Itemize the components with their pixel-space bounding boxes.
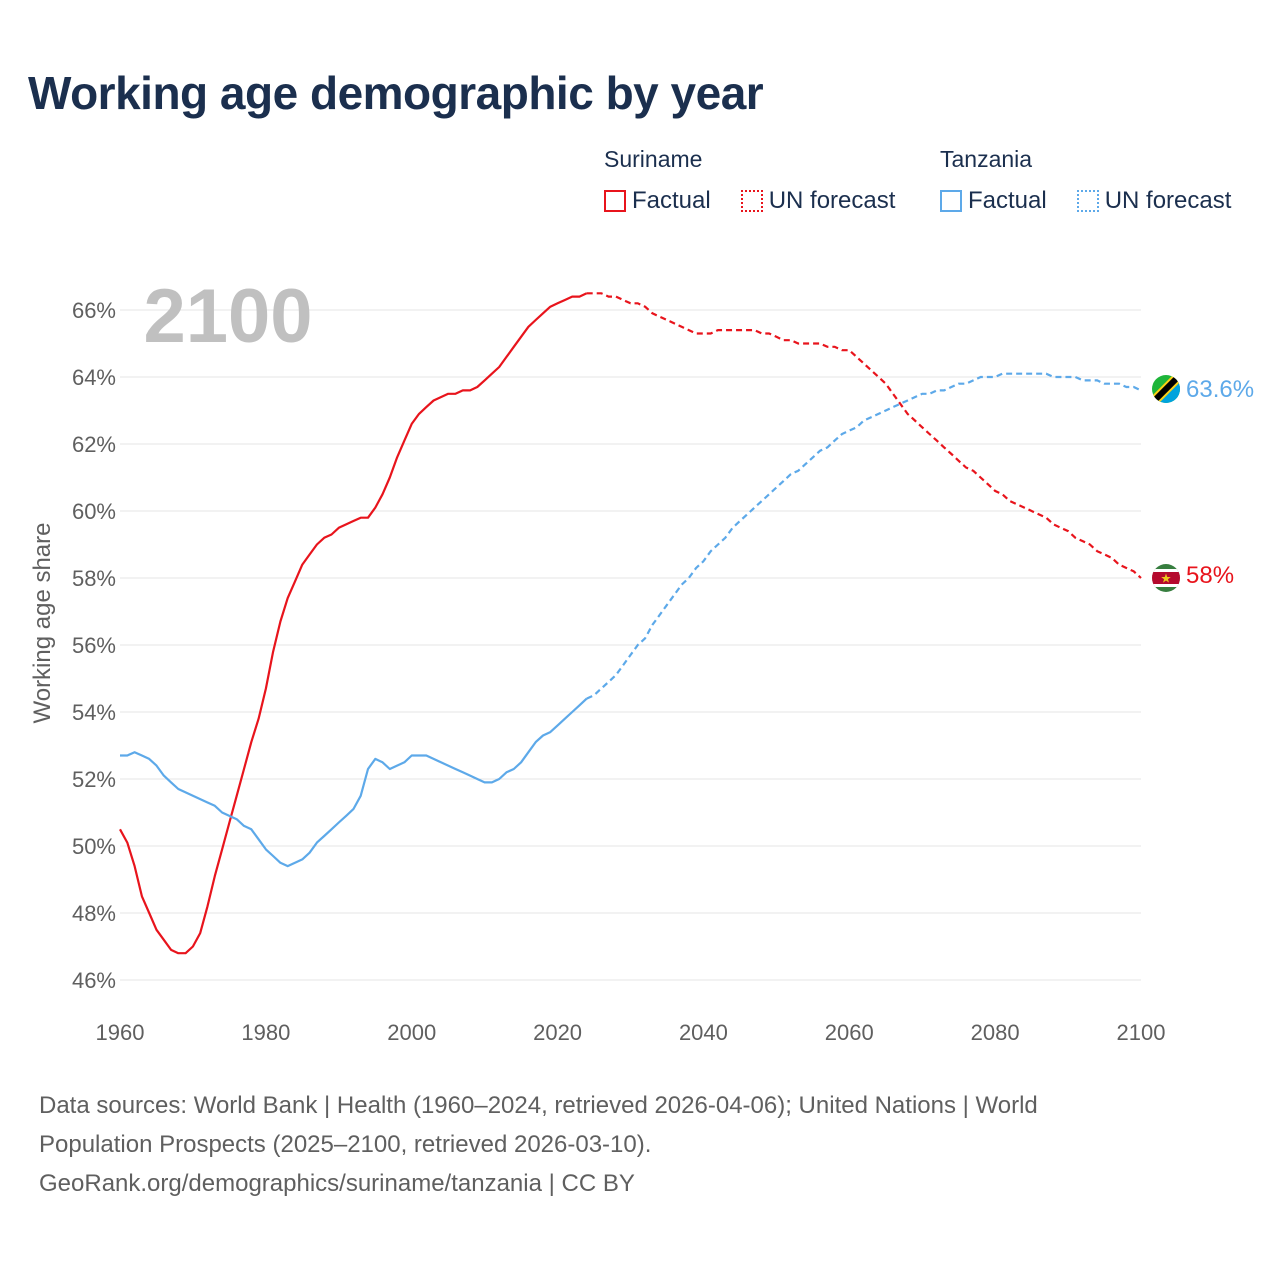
footer-line: Population Prospects (2025–2100, retriev…	[39, 1131, 652, 1158]
tanzania-forecast-line[interactable]	[586, 372, 1142, 700]
x-tick-label: 2060	[825, 1020, 874, 1045]
x-tick-label: 2080	[971, 1020, 1020, 1045]
y-tick-label: 52%	[72, 767, 116, 792]
suriname-end-value: 58%	[1186, 562, 1234, 589]
legend-label: UN forecast	[1104, 187, 1232, 214]
y-tick-label: 54%	[72, 700, 116, 725]
legend-label: UN forecast	[768, 187, 896, 214]
legend-swatch-solid	[940, 190, 962, 212]
y-tick-label: 50%	[72, 834, 116, 859]
x-tick-label: 2100	[1117, 1020, 1166, 1045]
legend-group-tanzania: Tanzania Factual UN forecast	[940, 146, 1231, 215]
chart-title: Working age demographic by year	[28, 67, 764, 119]
x-tick-label: 2020	[533, 1020, 582, 1045]
footer-line[interactable]: GeoRank.org/demographics/suriname/tanzan…	[39, 1170, 635, 1197]
legend-label: Factual	[968, 187, 1047, 214]
legend-swatch-dotted	[1076, 190, 1099, 212]
legend-item-tanzania-forecast[interactable]: UN forecast	[1076, 187, 1232, 215]
legend-swatch-solid	[604, 190, 626, 212]
y-tick-label: 64%	[72, 365, 116, 390]
legend-item-suriname-forecast[interactable]: UN forecast	[740, 187, 896, 215]
y-tick-label: 66%	[72, 298, 116, 323]
y-axis-label: Working age share	[29, 523, 56, 724]
legend-label: Factual	[632, 187, 711, 214]
suriname-flag-icon	[1152, 564, 1180, 592]
line-chart: 2100 46% 48% 50% 52% 54% 56% 58% 60% 62% 64% 66% 1…	[29, 274, 1254, 1045]
tanzania-flag-icon	[1152, 375, 1180, 403]
x-tick-label: 2000	[387, 1020, 436, 1045]
y-tick-label: 46%	[72, 968, 116, 993]
footer-line: Data sources: World Bank | Health (1960–…	[39, 1092, 1038, 1119]
suriname-factual-line[interactable]	[119, 292, 588, 955]
y-tick-label: 58%	[72, 566, 116, 591]
y-tick-label: 60%	[72, 499, 116, 524]
legend-item-tanzania-factual[interactable]: Factual	[940, 187, 1047, 215]
legend-group-suriname: Suriname Factual UN forecast	[604, 146, 895, 215]
y-tick-label: 62%	[72, 432, 116, 457]
x-tick-label: 1960	[96, 1020, 145, 1045]
y-tick-label: 56%	[72, 633, 116, 658]
x-tick-label: 1980	[241, 1020, 290, 1045]
y-tick-label: 48%	[72, 901, 116, 926]
footer-sources: Data sources: World Bank | Health (1960–…	[39, 1086, 1239, 1203]
tanzania-end-value: 63.6%	[1186, 376, 1254, 403]
legend-group-name: Tanzania	[940, 146, 1033, 172]
x-tick-label: 2040	[679, 1020, 728, 1045]
tanzania-factual-line[interactable]	[120, 697, 588, 868]
legend-group-name: Suriname	[604, 146, 703, 172]
suriname-forecast-line[interactable]	[586, 292, 1142, 579]
year-watermark: 2100	[143, 274, 312, 359]
legend-swatch-dotted	[740, 190, 763, 212]
legend-item-suriname-factual[interactable]: Factual	[604, 187, 711, 215]
